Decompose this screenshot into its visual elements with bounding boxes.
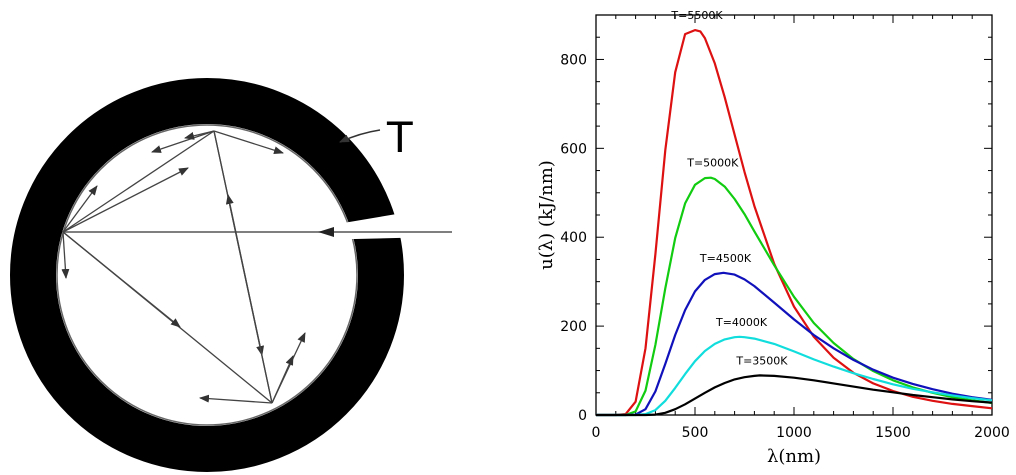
cavity-diagram: T [10,78,452,472]
plot-frame [595,14,993,416]
series-line-t-4000k [596,335,993,417]
series-label-t-5500k: T=5500K [670,9,723,22]
x-tick-label: 2000 [974,425,1010,441]
x-axis-title: λ(nm) [767,446,821,467]
reflected-rays [61,130,306,404]
y-tick-label: 600 [560,141,587,157]
x-axis: 0 500 1000 1500 2000 [592,15,1010,441]
cavity-temperature-label: T [386,113,413,162]
y-tick-label: 0 [578,408,587,424]
x-tick-label: 1500 [875,425,911,441]
y-axis-title: u(λ) (kJ/nm) [536,160,557,270]
y-tick-label: 200 [560,319,587,335]
cavity-wall [10,78,404,472]
temperature-pointer [339,129,381,143]
incident-ray-arrow-icon [318,227,334,237]
x-tick-label: 500 [682,425,709,441]
series-label-t-4000k: T=4000K [715,316,768,329]
x-tick-label: 0 [592,425,601,441]
series-label-t-5000k: T=5000K [686,157,739,170]
series-label-t-4500k: T=4500K [699,252,752,265]
y-axis: 0 200 400 600 800 [560,14,992,424]
series-line-t-5500k [596,29,993,417]
series-labels: T=5500K T=5000K T=4500K T=4000K T=3500K [670,9,788,367]
y-tick-label: 400 [560,230,587,246]
series-layer [596,29,993,417]
x-tick-label: 1000 [776,425,812,441]
series-line-t-5000k [596,176,993,417]
series-label-t-3500k: T=3500K [735,354,788,367]
cavity-inner-edge [56,124,358,426]
series-line-t-4500k [596,271,993,417]
series-line-t-3500k [596,374,993,417]
y-tick-label: 800 [560,52,587,68]
